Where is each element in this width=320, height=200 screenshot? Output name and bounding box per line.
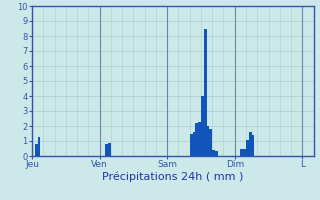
Bar <box>215 151 218 156</box>
Bar <box>108 142 111 156</box>
Bar <box>249 132 252 156</box>
Bar <box>201 96 204 156</box>
Bar <box>195 123 198 156</box>
Bar <box>243 148 246 156</box>
Bar <box>209 129 212 156</box>
Bar <box>38 137 40 156</box>
Bar <box>246 140 249 156</box>
Bar <box>193 132 195 156</box>
Bar <box>252 135 254 156</box>
Bar <box>35 144 38 156</box>
Bar <box>207 126 209 156</box>
Bar <box>204 28 207 156</box>
Bar <box>105 144 108 156</box>
Bar <box>190 134 193 156</box>
Bar <box>240 148 243 156</box>
X-axis label: Précipitations 24h ( mm ): Précipitations 24h ( mm ) <box>102 172 244 182</box>
Bar <box>212 150 215 156</box>
Bar <box>198 121 201 156</box>
